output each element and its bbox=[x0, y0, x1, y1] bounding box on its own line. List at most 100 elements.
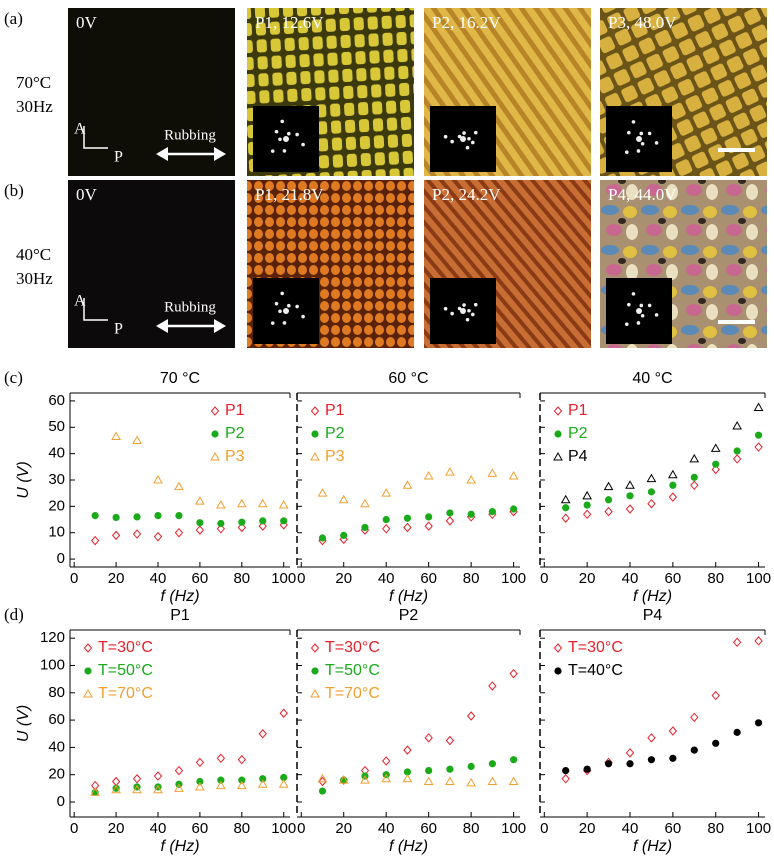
data-point bbox=[155, 772, 162, 780]
rubbing-label: Rubbing bbox=[164, 299, 216, 315]
data-point bbox=[154, 476, 162, 483]
data-point bbox=[468, 763, 475, 770]
frequency: 30Hz bbox=[16, 269, 53, 288]
data-point bbox=[196, 778, 203, 785]
fft-spot bbox=[278, 309, 282, 313]
panel-label: (d) bbox=[4, 605, 24, 624]
x-tick-label: 20 bbox=[108, 570, 125, 587]
data-point bbox=[734, 447, 741, 454]
chart-title: P1 bbox=[170, 607, 190, 624]
y-tick-label: 50 bbox=[48, 418, 65, 435]
data-point bbox=[403, 481, 411, 488]
fft-spot bbox=[287, 304, 291, 308]
legend-marker bbox=[211, 453, 219, 460]
data-point bbox=[259, 775, 266, 782]
data-point bbox=[382, 489, 390, 496]
fft-spot bbox=[466, 146, 470, 150]
x-tick-label: 60 bbox=[420, 570, 437, 587]
y-axis-label: U (V) bbox=[15, 461, 32, 498]
panel-label: (c) bbox=[4, 368, 23, 387]
legend-marker bbox=[84, 667, 91, 674]
data-point bbox=[468, 511, 475, 518]
legend-marker bbox=[312, 407, 319, 415]
y-tick-label: 120 bbox=[40, 629, 65, 646]
fft-spot bbox=[632, 120, 636, 124]
y-tick-label: 30 bbox=[48, 471, 65, 488]
x-tick-label: 0 bbox=[540, 570, 548, 587]
image-label: P1, 21.8V bbox=[255, 185, 324, 204]
fft-spot bbox=[283, 136, 289, 142]
data-point bbox=[755, 432, 762, 439]
data-point bbox=[280, 709, 287, 717]
fft-spot bbox=[467, 309, 471, 313]
fft-spot bbox=[648, 132, 652, 136]
fft-spot bbox=[280, 120, 284, 124]
x-tick-label: 60 bbox=[665, 820, 682, 837]
fft-spot bbox=[283, 321, 287, 325]
data-point bbox=[562, 775, 569, 783]
data-point bbox=[404, 523, 411, 531]
data-point bbox=[238, 500, 246, 507]
fft-spot bbox=[639, 132, 643, 136]
fft-spot bbox=[271, 149, 275, 153]
figure: (a)70°C30Hz0VP1, 12.6VP2, 16.2VP3, 48.0V… bbox=[0, 0, 774, 860]
legend-label: T=50°C bbox=[325, 662, 380, 679]
fft-spot bbox=[627, 303, 631, 307]
row-label: (b) bbox=[4, 181, 24, 200]
data-point bbox=[562, 514, 569, 522]
data-point bbox=[583, 492, 591, 499]
data-point bbox=[734, 638, 741, 646]
fft-spot bbox=[471, 141, 475, 145]
data-point bbox=[134, 530, 141, 538]
legend-marker bbox=[85, 644, 92, 652]
legend-label: T=70°C bbox=[98, 685, 153, 702]
x-tick-label: 100 bbox=[746, 820, 771, 837]
fft-spot bbox=[474, 303, 478, 307]
x-tick-label: 60 bbox=[665, 570, 682, 587]
legend-label: P2 bbox=[568, 425, 588, 442]
data-point bbox=[134, 775, 141, 783]
temperature: 70°C bbox=[16, 73, 51, 92]
legend-marker bbox=[554, 453, 562, 460]
data-point bbox=[112, 433, 120, 440]
legend-label: T=50°C bbox=[98, 662, 153, 679]
chart-title: 40 °C bbox=[632, 370, 672, 387]
x-tick-label: 80 bbox=[463, 820, 480, 837]
frequency: 30Hz bbox=[16, 97, 53, 116]
fft-spot bbox=[283, 308, 289, 314]
chart-title: P4 bbox=[643, 607, 663, 624]
data-point bbox=[383, 525, 390, 533]
y-axis-label: U (V) bbox=[15, 705, 32, 742]
x-tick-label: 60 bbox=[192, 570, 209, 587]
data-point bbox=[733, 422, 741, 429]
x-tick-label: 40 bbox=[378, 570, 395, 587]
x-axis-label: f (Hz) bbox=[160, 838, 199, 855]
data-point bbox=[510, 505, 517, 512]
fft-spot bbox=[287, 132, 291, 136]
data-point bbox=[584, 766, 591, 773]
data-point bbox=[712, 461, 719, 468]
x-axis-label: f (Hz) bbox=[633, 838, 672, 855]
fft-spot bbox=[641, 142, 645, 146]
fft-spot bbox=[467, 137, 471, 141]
x-tick-label: 20 bbox=[108, 820, 125, 837]
data-point bbox=[259, 730, 266, 738]
data-point bbox=[155, 533, 162, 541]
data-point bbox=[280, 501, 288, 508]
data-point bbox=[467, 779, 475, 786]
legend-marker bbox=[554, 430, 561, 437]
fft-spot bbox=[639, 304, 643, 308]
data-point bbox=[562, 496, 570, 503]
legend-label: P2 bbox=[225, 425, 245, 442]
data-point bbox=[280, 780, 288, 787]
legend-label: T=70°C bbox=[325, 685, 380, 702]
data-point bbox=[584, 510, 591, 518]
y-tick-label: 20 bbox=[48, 497, 65, 514]
fft-spot bbox=[636, 136, 642, 142]
fft-spot bbox=[648, 304, 652, 308]
x-tick-label: 100 bbox=[501, 820, 526, 837]
x-tick-label: 100 bbox=[746, 570, 771, 587]
legend-marker bbox=[84, 690, 92, 697]
y-tick-label: 100 bbox=[40, 656, 65, 673]
data-point bbox=[669, 493, 676, 501]
